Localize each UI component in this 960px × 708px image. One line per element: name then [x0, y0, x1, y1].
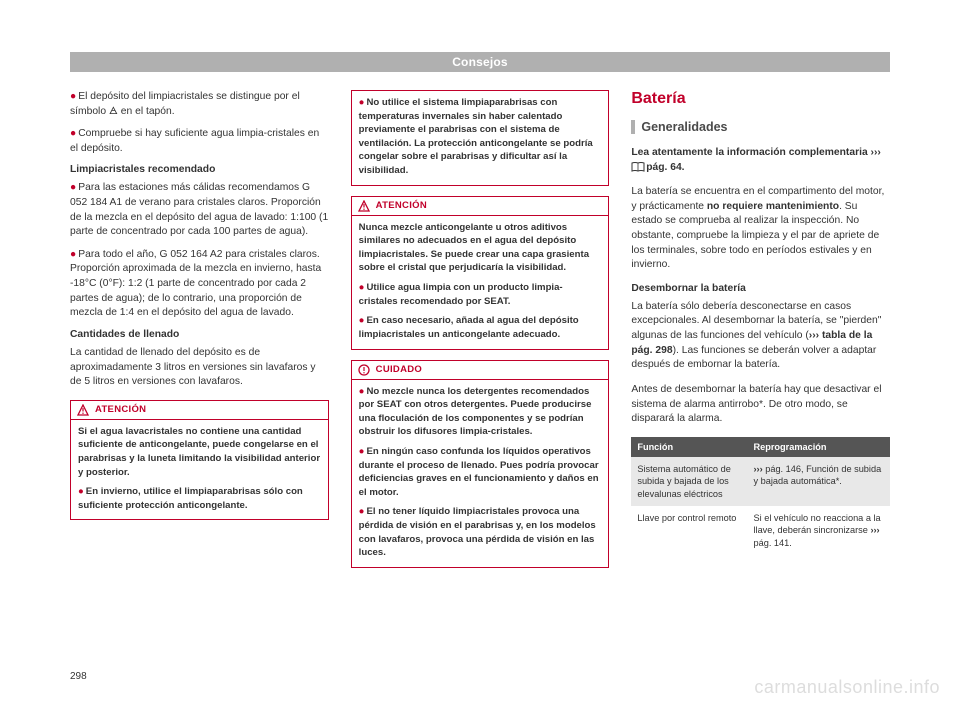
- page-header: Consejos: [70, 52, 890, 72]
- ref-text: pág. 64.: [643, 162, 684, 173]
- bullet-item: ●En ningún caso confunda los líquidos op…: [359, 445, 602, 499]
- table-header-row: Función Reprogramación: [631, 437, 890, 457]
- warning-box-body: Si el agua lavacristales no contiene una…: [71, 420, 328, 520]
- bullet-icon: ●: [359, 315, 365, 326]
- bullet-icon: ●: [359, 386, 365, 397]
- bullet-text: Compruebe si hay suficiente agua limpia-…: [70, 128, 319, 154]
- bullet-text: En invierno, utilice el limpiaparabrisas…: [78, 486, 303, 511]
- warning-text: Si el agua lavacristales no contiene una…: [78, 425, 321, 479]
- table-cell: ››› pág. 146, Función de subida y bajada…: [747, 457, 890, 506]
- warning-box: ATENCIÓN Si el agua lavacristales no con…: [70, 400, 329, 521]
- bullet-text: No mezcle nunca los detergentes recomend…: [359, 386, 592, 438]
- caution-box: CUIDADO ●No mezcle nunca los detergentes…: [351, 360, 610, 568]
- bullet-icon: ●: [359, 97, 365, 108]
- table-cell: Si el vehículo no reacciona a la llave, …: [747, 506, 890, 555]
- warning-box-header: ATENCIÓN: [352, 197, 609, 216]
- table-header-cell: Función: [631, 437, 747, 457]
- warning-box-body: Nunca mezcle anticongelante u otros adit…: [352, 216, 609, 349]
- paragraph: La batería sólo debería desconectarse en…: [631, 300, 890, 373]
- reprogram-table: Función Reprogramación Sistema automátic…: [631, 437, 890, 556]
- subsection-title: Generalidades: [631, 120, 890, 134]
- paragraph: La cantidad de llenado del depósito es d…: [70, 346, 329, 390]
- bullet-item: ●Compruebe si hay suficiente agua limpia…: [70, 127, 329, 156]
- bullet-text: En caso necesario, añada al agua del dep…: [359, 315, 579, 340]
- warning-box-title: ATENCIÓN: [95, 404, 146, 415]
- bullet-item: ●No utilice el sistema limpiaparabrisas …: [359, 96, 602, 178]
- manual-page: Consejos ●El depósito del limpiacristale…: [0, 0, 960, 708]
- book-icon: [631, 162, 643, 172]
- bullet-icon: ●: [70, 182, 76, 193]
- bullet-item: ●Para todo el año, G 052 164 A2 para cri…: [70, 248, 329, 321]
- bullet-text: Para las estaciones más cálidas recomend…: [70, 182, 328, 237]
- section-title: Batería: [631, 90, 890, 108]
- bullet-icon: ●: [78, 486, 84, 497]
- column-2: ●No utilice el sistema limpiaparabrisas …: [351, 90, 610, 578]
- table-cell: Llave por control remoto: [631, 506, 747, 555]
- caution-box-title: CUIDADO: [376, 364, 422, 375]
- caution-circle-icon: [358, 364, 370, 376]
- watermark: carmanualsonline.info: [754, 677, 940, 698]
- caution-box-header: CUIDADO: [352, 361, 609, 380]
- warning-box-title: ATENCIÓN: [376, 200, 427, 211]
- warning-triangle-icon: [77, 404, 89, 416]
- paragraph: Lea atentamente la información complemen…: [631, 146, 890, 175]
- bullet-item: ●El depósito del limpiacristales se dist…: [70, 90, 329, 119]
- subheading: Cantidades de llenado: [70, 329, 329, 340]
- bullet-text: El no tener líquido limpiacristales prov…: [359, 506, 596, 558]
- bullet-item: ●En invierno, utilice el limpiaparabrisa…: [78, 485, 321, 512]
- bullet-icon: ●: [70, 249, 76, 260]
- bullet-icon: ●: [70, 128, 76, 139]
- warning-text: Nunca mezcle anticongelante u otros adit…: [359, 221, 602, 275]
- subheading: Desembornar la batería: [631, 283, 890, 294]
- bullet-item: ●No mezcle nunca los detergentes recomen…: [359, 385, 602, 439]
- bullet-text: No utilice el sistema limpiaparabrisas c…: [359, 97, 593, 176]
- bullet-item: ●Para las estaciones más cálidas recomen…: [70, 181, 329, 239]
- bullet-item: ●En caso necesario, añada al agua del de…: [359, 314, 602, 341]
- bullet-text: Para todo el año, G 052 164 A2 para cris…: [70, 249, 321, 318]
- warning-box: ATENCIÓN Nunca mezcle anticongelante u o…: [351, 196, 610, 350]
- warning-triangle-icon: [358, 200, 370, 212]
- warning-box-body: ●No utilice el sistema limpiaparabrisas …: [352, 91, 609, 185]
- table-header-cell: Reprogramación: [747, 437, 890, 457]
- column-1: ●El depósito del limpiacristales se dist…: [70, 90, 329, 578]
- bullet-text: Utilice agua limpia con un producto limp…: [359, 282, 563, 307]
- bullet-item: ●Utilice agua limpia con un producto lim…: [359, 281, 602, 308]
- bullet-icon: ●: [359, 282, 365, 293]
- column-3: Batería Generalidades Lea atentamente la…: [631, 90, 890, 578]
- subheading: Limpiacristales recomendado: [70, 164, 329, 175]
- bullet-item: ●El no tener líquido limpiacristales pro…: [359, 505, 602, 559]
- bullet-text: El depósito del limpiacristales se disti…: [70, 91, 300, 117]
- table-row: Sistema automático de subida y bajada de…: [631, 457, 890, 506]
- ref-text: Lea atentamente la información complemen…: [631, 147, 880, 158]
- bullet-icon: ●: [359, 446, 365, 457]
- table-cell: Sistema automático de subida y bajada de…: [631, 457, 747, 506]
- warning-box-header: ATENCIÓN: [71, 401, 328, 420]
- caution-box-body: ●No mezcle nunca los detergentes recomen…: [352, 380, 609, 567]
- content-columns: ●El depósito del limpiacristales se dist…: [70, 90, 890, 578]
- bullet-text: En ningún caso confunda los líquidos ope…: [359, 446, 599, 498]
- table-row: Llave por control remoto Si el vehículo …: [631, 506, 890, 555]
- paragraph: La batería se encuentra en el compartime…: [631, 185, 890, 273]
- bullet-icon: ●: [70, 91, 76, 102]
- bullet-icon: ●: [359, 506, 365, 517]
- page-number: 298: [70, 671, 87, 682]
- paragraph: Antes de desembornar la batería hay que …: [631, 383, 890, 427]
- warning-box-continuation: ●No utilice el sistema limpiaparabrisas …: [351, 90, 610, 186]
